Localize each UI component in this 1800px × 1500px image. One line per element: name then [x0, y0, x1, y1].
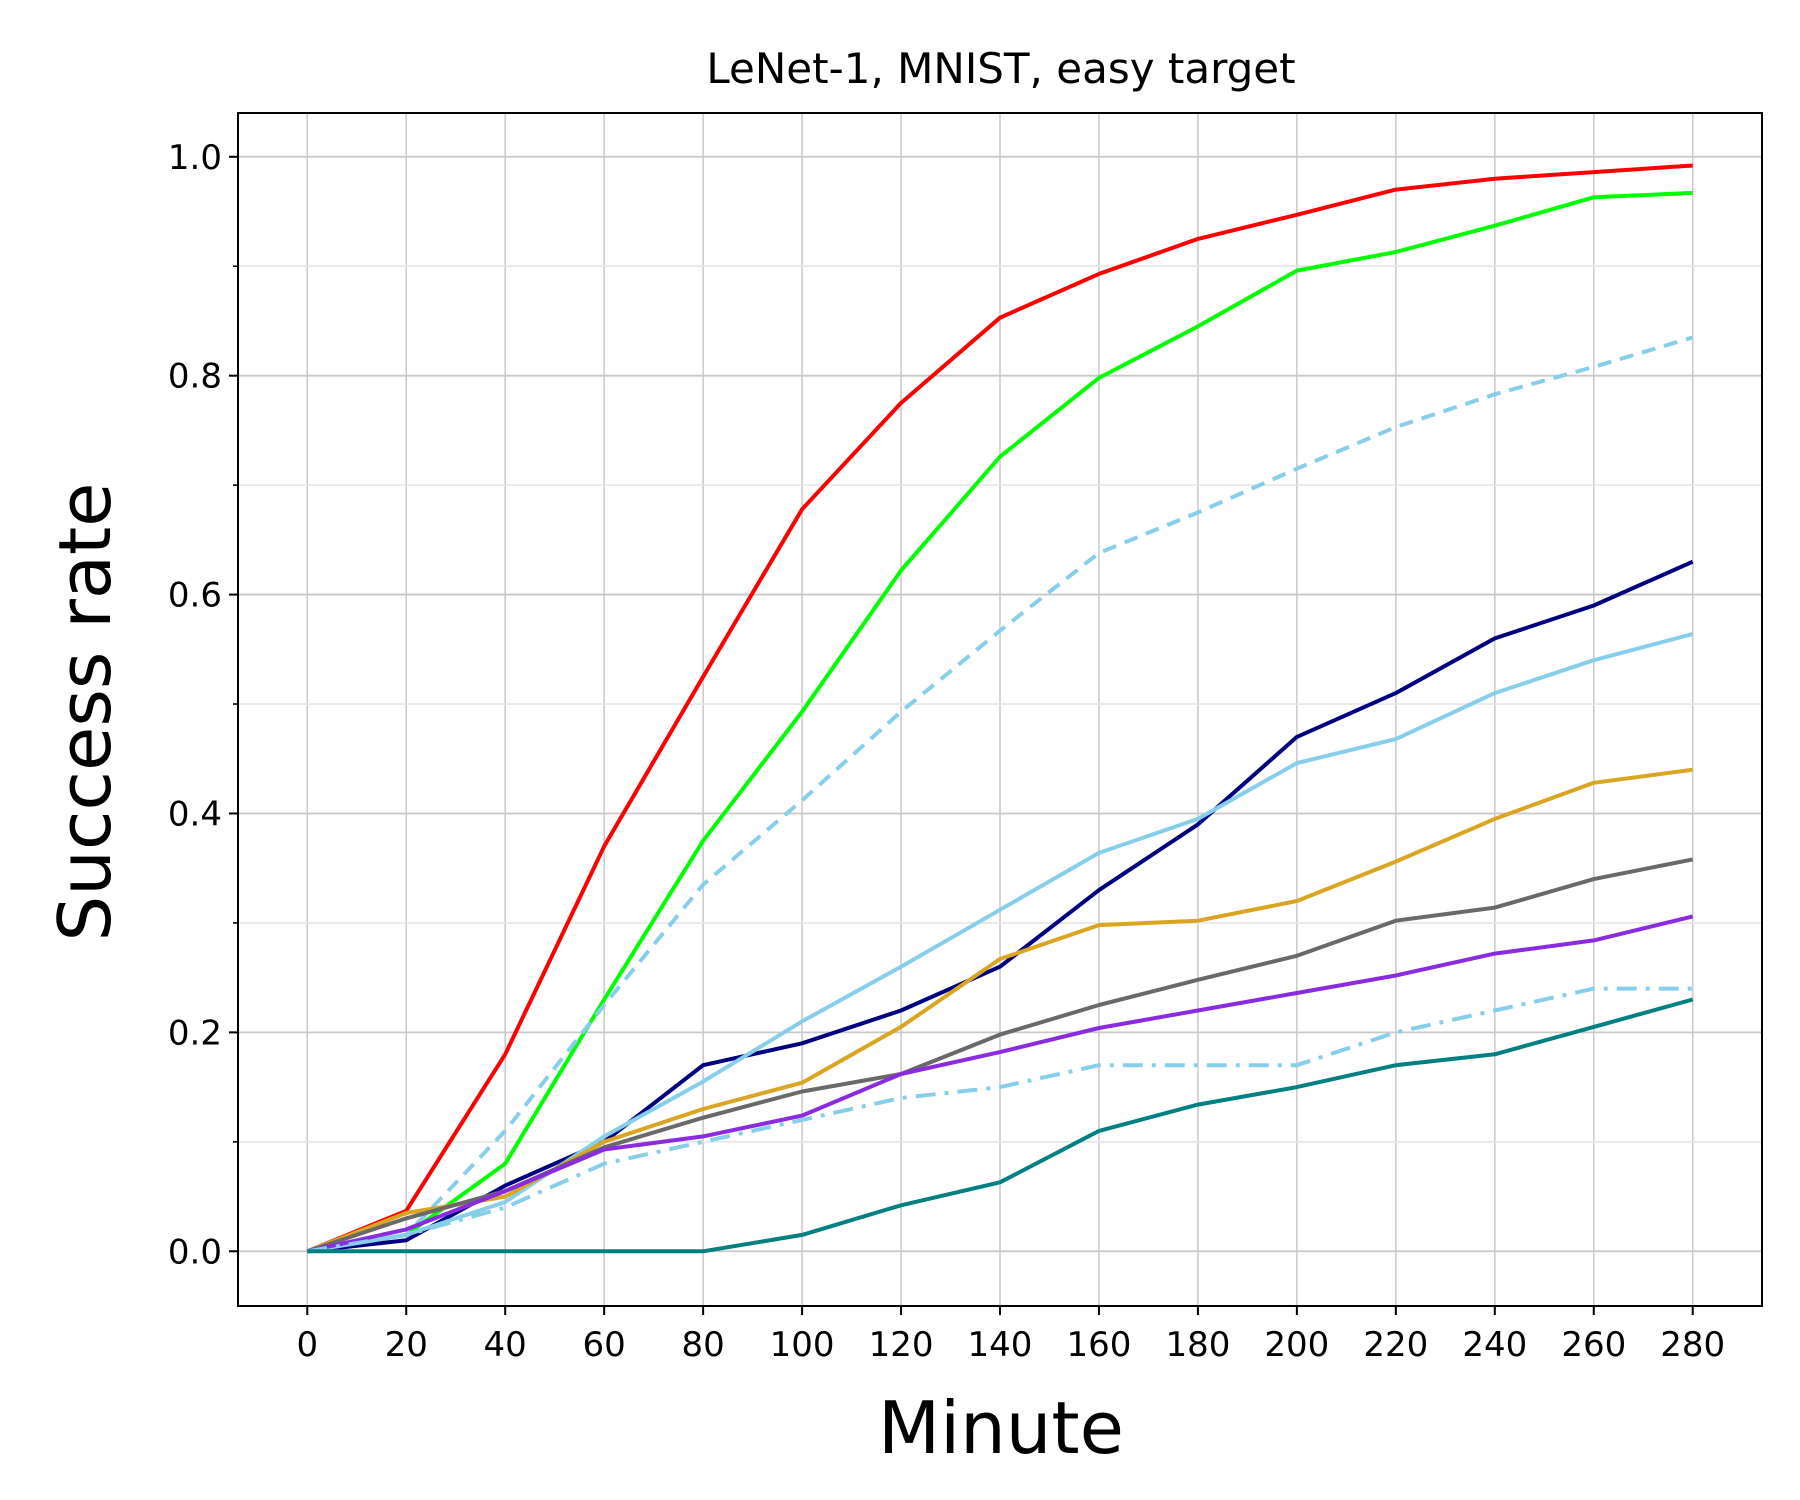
- y-tick-label: 0.4: [168, 794, 222, 834]
- series-line-1: [306, 163, 1693, 1254]
- x-tick-label: 200: [1264, 1325, 1329, 1365]
- series-line-3: [306, 335, 1694, 1254]
- x-tick-label: 20: [385, 1325, 428, 1365]
- y-tick-label: 1.0: [168, 138, 222, 178]
- series-group: [306, 163, 1694, 1254]
- y-axis: 0.0 0.2 0.4 0.6 0.8 1.0: [168, 138, 238, 1272]
- x-axis-label: Minute: [878, 1386, 1124, 1470]
- y-tick-label: 0.0: [168, 1232, 222, 1272]
- x-tick-label: 260: [1561, 1325, 1626, 1365]
- series-line-8: [306, 914, 1694, 1254]
- y-tick-label: 0.8: [168, 357, 222, 397]
- x-tick-label: 80: [681, 1325, 724, 1365]
- y-axis-label: Success rate: [43, 483, 127, 942]
- series-line-2: [306, 190, 1693, 1254]
- x-tick-label: 40: [484, 1325, 527, 1365]
- chart-title: LeNet-1, MNIST, easy target: [706, 44, 1295, 93]
- y-tick-label: 0.2: [168, 1013, 222, 1053]
- series-line-9: [306, 986, 1693, 1254]
- y-tick-label: 0.6: [168, 576, 222, 616]
- x-tick-label: 100: [770, 1325, 835, 1365]
- x-tick-label: 180: [1165, 1325, 1230, 1365]
- x-tick-label: 60: [583, 1325, 626, 1365]
- x-tick-label: 160: [1067, 1325, 1132, 1365]
- series-line-4: [307, 559, 1694, 1254]
- x-tick-label: 120: [869, 1325, 934, 1365]
- x-tick-label: 240: [1462, 1325, 1527, 1365]
- x-tick-label: 0: [296, 1325, 318, 1365]
- series-line-10: [307, 997, 1694, 1254]
- x-tick-label: 140: [968, 1325, 1033, 1365]
- x-axis: 0 20 40 60 80 100 120 140 160 180 200 220 240 260 280: [296, 1306, 1725, 1365]
- x-tick-label: 280: [1660, 1325, 1725, 1365]
- x-tick-label: 220: [1363, 1325, 1428, 1365]
